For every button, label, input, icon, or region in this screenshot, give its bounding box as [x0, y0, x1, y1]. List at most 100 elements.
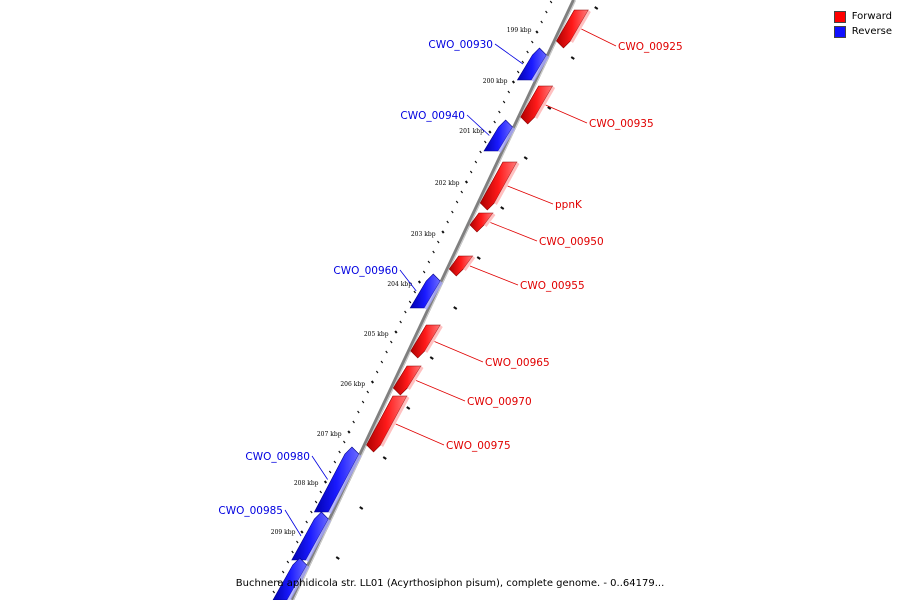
gene-label-cwo-00925[interactable]: CWO_00925	[618, 41, 683, 53]
gene-label-leader	[399, 269, 417, 292]
tick-mark	[281, 570, 285, 574]
tick-mark	[507, 90, 511, 94]
gene-arrow-cwo-00925[interactable]	[556, 9, 589, 49]
tick-mark	[352, 420, 355, 424]
gene-arrow-shade	[534, 86, 556, 119]
gene-features	[272, 9, 591, 600]
major-tick-mark	[359, 506, 364, 510]
tick-mark	[291, 550, 294, 554]
tick-mark	[333, 460, 337, 464]
major-tick-mark	[335, 556, 340, 560]
tick-mark	[549, 0, 553, 4]
scale-ticks: 199 kbp 200 kbp 201 kbp 202 kbp 203 kbp 204 k…	[271, 0, 599, 594]
scale-tick-label: 203 kbp	[411, 231, 436, 238]
gene-label-cwo-00975[interactable]: CWO_00975	[446, 440, 511, 452]
gene-arrow-shade	[328, 454, 362, 514]
gene-labels: CWO_00925 CWO_00930 CWO_00935 CWO_00940 ppnK…	[218, 28, 683, 537]
gene-arrow-shade	[305, 519, 331, 562]
tick-mark	[277, 580, 280, 584]
tick-mark	[521, 60, 525, 64]
major-tick-mark	[523, 156, 528, 160]
gene-arrow-cwo-00975[interactable]	[366, 395, 408, 453]
tick-mark	[479, 150, 482, 154]
tick-mark	[408, 300, 412, 304]
tick-mark	[394, 330, 398, 334]
gene-arrow-shade	[287, 565, 310, 600]
gene-arrow-shade	[463, 256, 476, 271]
tick-mark	[342, 440, 346, 444]
gene-label-cwo-00940[interactable]: CWO_00940	[400, 110, 465, 122]
gene-arrow-cwo-00965[interactable]	[410, 324, 441, 359]
gene-label-leader	[545, 104, 588, 124]
tick-mark	[272, 590, 276, 594]
gene-arrow-ppnk[interactable]	[479, 161, 518, 211]
gene-arrow-unlabeled[interactable]	[272, 557, 308, 600]
gene-arrow-cwo-00970[interactable]	[392, 365, 422, 396]
tick-mark	[404, 310, 407, 314]
scale-tick-label: 208 kbp	[294, 480, 319, 487]
major-tick-mark	[500, 206, 505, 210]
tick-mark	[502, 100, 506, 104]
tick-mark	[493, 120, 496, 124]
major-tick-mark	[547, 106, 552, 110]
gene-label-leader	[284, 509, 302, 537]
gene-label-cwo-00980[interactable]: CWO_00980	[245, 451, 310, 463]
major-tick-mark	[382, 456, 387, 460]
reverse-swatch	[833, 25, 846, 38]
major-tick-mark	[594, 6, 599, 10]
gene-arrow-cwo-00960[interactable]	[409, 273, 441, 309]
gene-arrow-shade	[570, 10, 591, 43]
gene-label-cwo-00985[interactable]: CWO_00985	[218, 505, 283, 517]
gene-label-cwo-00960[interactable]: CWO_00960	[333, 265, 398, 277]
gene-arrow-cwo-00935[interactable]	[520, 85, 554, 125]
gene-arrow-shade	[498, 127, 516, 153]
major-tick-mark	[429, 356, 434, 360]
tick-mark	[413, 290, 417, 294]
tick-mark	[389, 340, 393, 344]
scale-tick-label: 209 kbp	[271, 529, 296, 536]
gene-label-cwo-00950[interactable]: CWO_00950	[539, 236, 604, 248]
gene-label-leader	[507, 185, 554, 205]
gene-label-ppnk[interactable]: ppnK	[555, 199, 583, 211]
tick-mark	[323, 480, 328, 484]
major-tick-mark	[453, 306, 458, 310]
tick-mark	[535, 30, 539, 34]
tick-mark	[375, 370, 379, 374]
tick-mark	[545, 10, 548, 14]
gene-label-cwo-00935[interactable]: CWO_00935	[589, 118, 654, 130]
tick-mark	[460, 190, 464, 194]
gene-label-leader	[490, 222, 538, 242]
genome-caption: Buchnera aphidicola str. LL01 (Acyrthosi…	[235, 578, 665, 589]
tick-mark	[305, 520, 308, 524]
tick-mark	[422, 270, 426, 274]
gene-arrow-shade	[424, 325, 443, 353]
gene-arrow-cwo-00950[interactable]	[469, 212, 494, 233]
tick-mark	[469, 170, 473, 174]
major-tick-mark	[570, 56, 575, 60]
gene-label-cwo-00970[interactable]: CWO_00970	[467, 396, 532, 408]
tick-mark	[455, 200, 459, 204]
gene-arrow-cwo-00940[interactable]	[483, 119, 513, 152]
scale-tick-label: 201 kbp	[459, 128, 484, 135]
scale-tick-label: 199 kbp	[507, 27, 532, 34]
scale-tick-label: 205 kbp	[364, 331, 389, 338]
tick-mark	[295, 540, 299, 544]
tick-mark	[300, 530, 304, 534]
gene-label-cwo-00930[interactable]: CWO_00930	[428, 39, 493, 51]
gene-arrow-cwo-00930[interactable]	[516, 47, 547, 81]
tick-mark	[427, 260, 431, 264]
tick-mark	[347, 430, 351, 434]
legend-label-reverse: Reverse	[851, 26, 892, 37]
gene-arrow-shade	[424, 281, 443, 310]
scale-tick-label: 204 kbp	[387, 281, 412, 288]
tick-mark	[361, 400, 365, 404]
gene-label-cwo-00955[interactable]: CWO_00955	[520, 280, 585, 292]
gene-label-leader	[494, 43, 524, 65]
legend-item-reverse: Reverse	[833, 24, 892, 39]
forward-swatch	[833, 10, 846, 23]
gene-label-cwo-00965[interactable]: CWO_00965	[485, 357, 550, 369]
tick-mark	[530, 40, 534, 44]
tick-mark	[286, 560, 290, 564]
tick-mark	[338, 450, 341, 454]
gene-arrow-cwo-00955[interactable]	[448, 255, 474, 277]
